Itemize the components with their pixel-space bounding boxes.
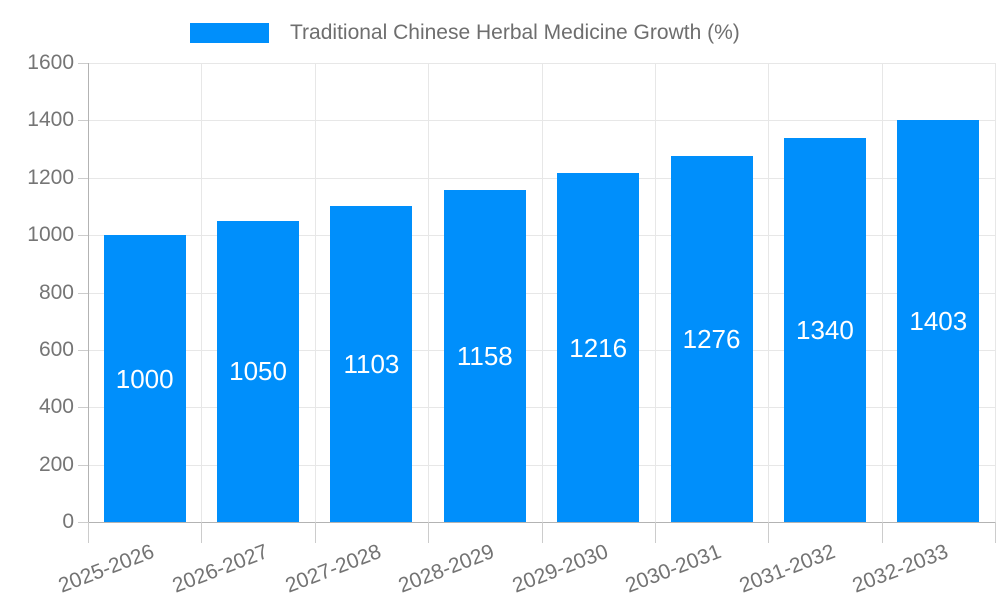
legend-swatch: [190, 23, 269, 43]
x-axis-tick: [768, 522, 770, 543]
x-axis-tick-label: 2026-2027: [168, 540, 271, 598]
bar[interactable]: 1216: [557, 173, 640, 522]
y-axis-tick: [78, 120, 88, 122]
x-axis-tick-label: 2031-2032: [735, 540, 838, 598]
x-axis-tick: [995, 522, 996, 543]
y-axis-tick: [78, 464, 88, 466]
gridline-v: [201, 63, 203, 522]
bar-value-label: 1276: [682, 323, 741, 354]
bar-value-label: 1403: [909, 305, 968, 336]
x-axis-tick-label: 2032-2033: [849, 540, 952, 598]
bar[interactable]: 1000: [103, 235, 186, 522]
y-axis-tick: [78, 522, 88, 523]
plot-area: 1000 1050 1103 1158 1216 1276 1340 1403: [88, 63, 996, 522]
bar[interactable]: 1103: [330, 205, 413, 522]
bar-value-label: 1000: [115, 363, 174, 394]
bar[interactable]: 1340: [783, 137, 866, 522]
gridline-v: [995, 63, 996, 522]
y-axis-tick-label: 400: [38, 395, 74, 419]
bar[interactable]: 1276: [670, 155, 753, 522]
y-axis-tick-label: 1600: [27, 51, 74, 74]
x-axis-tick: [314, 522, 316, 543]
y-axis-tick: [78, 292, 88, 294]
x-axis-tick: [88, 522, 89, 543]
gridline-v: [428, 63, 430, 522]
x-axis-tick-label: 2029-2030: [509, 540, 612, 598]
y-axis: 0 200 400 600 800 1000 1200 1400 1600: [0, 52, 74, 533]
x-axis-tick: [654, 522, 656, 543]
bar-value-label: 1340: [796, 314, 854, 345]
y-axis-tick: [78, 407, 88, 409]
y-axis-tick: [78, 349, 88, 351]
y-axis-tick-label: 0: [62, 510, 74, 533]
y-axis-tick: [78, 177, 88, 179]
y-axis-tick: [78, 235, 88, 237]
y-axis-tick: [78, 63, 88, 64]
bar[interactable]: 1158: [443, 189, 526, 522]
y-axis-tick-label: 200: [38, 452, 74, 476]
y-axis-tick-label: 1000: [27, 223, 74, 247]
y-axis-tick-label: 1400: [27, 108, 74, 132]
bar[interactable]: 1403: [897, 119, 980, 522]
bar-value-label: 1050: [229, 356, 287, 387]
legend-item[interactable]: Traditional Chinese Herbal Medicine Grow…: [190, 22, 740, 44]
x-axis-tick: [881, 522, 883, 543]
y-axis-tick-label: 600: [38, 337, 74, 361]
x-axis-tick: [201, 522, 203, 543]
x-axis-tick: [428, 522, 430, 543]
bar-value-label: 1158: [456, 340, 513, 371]
bar[interactable]: 1050: [217, 220, 300, 522]
x-axis-tick-label: 2028-2029: [395, 540, 498, 598]
y-axis-tick-label: 1200: [27, 165, 74, 189]
gridline-v: [654, 63, 656, 522]
x-axis-tick-label: 2030-2031: [622, 540, 725, 598]
chart-legend: Traditional Chinese Herbal Medicine Grow…: [190, 22, 740, 44]
bar-value-label: 1216: [569, 332, 628, 363]
x-axis-tick: [541, 522, 543, 543]
x-axis-tick-label: 2027-2028: [282, 540, 385, 598]
legend-label: Traditional Chinese Herbal Medicine Grow…: [290, 21, 740, 44]
gridline-v: [768, 63, 770, 522]
gridline-v: [881, 63, 883, 522]
bar-value-label: 1103: [343, 348, 400, 379]
gridline-v: [541, 63, 543, 522]
x-axis-tick-label: 2025-2026: [55, 540, 158, 598]
y-axis-tick-label: 800: [38, 280, 74, 304]
y-axis-line: [88, 63, 89, 522]
gridline-v: [314, 63, 316, 522]
